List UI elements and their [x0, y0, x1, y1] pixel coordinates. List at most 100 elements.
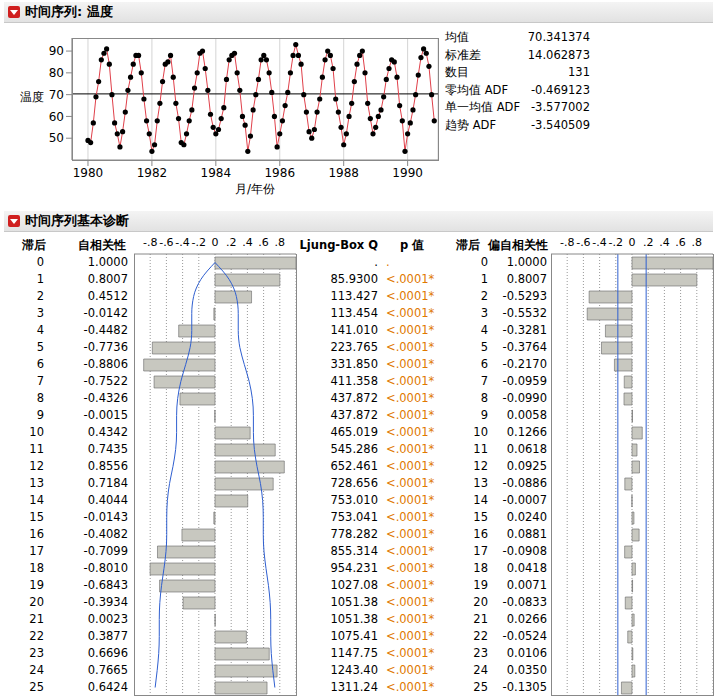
html-text:0.7665: 0.7665 [87, 663, 128, 677]
html-text:19: 19 [29, 578, 44, 592]
svg-text:-.8: -.8 [560, 237, 574, 249]
html-text:10: 10 [29, 425, 44, 439]
html-text:-0.7736: -0.7736 [83, 340, 128, 354]
html-text:21: 21 [29, 612, 44, 626]
html-text:-0.6843: -0.6843 [83, 578, 128, 592]
html-text:13: 13 [29, 476, 44, 490]
html-text:1.0000: 1.0000 [87, 255, 128, 269]
html-text:-0.469123: -0.469123 [531, 82, 590, 97]
svg-text:0: 0 [629, 237, 636, 249]
html-text:滞后: 滞后 [456, 238, 480, 252]
html-text:14.062873: 14.062873 [527, 47, 590, 62]
html-text:标准差: 标准差 [445, 47, 481, 62]
html-text:113.454: 113.454 [330, 306, 378, 320]
html-text:零均值 ADF: 零均值 ADF [445, 82, 508, 97]
svg-text:.4: .4 [659, 237, 670, 249]
svg-text:.6: .6 [258, 237, 269, 249]
html-text:自相关性: 自相关性 [78, 238, 126, 252]
html-text:单一均值 ADF: 单一均值 ADF [445, 100, 520, 114]
html-text:16: 16 [29, 527, 44, 541]
html-text:温度: 温度 [20, 90, 44, 104]
html-text:411.358: 411.358 [330, 374, 378, 388]
svg-text:60: 60 [49, 110, 64, 124]
html-text:0.3877: 0.3877 [87, 629, 128, 643]
html-text:24: 24 [29, 663, 44, 677]
html-text:0.6696: 0.6696 [87, 646, 128, 660]
html-text:p 值: p 值 [400, 238, 425, 252]
html-text:15: 15 [29, 510, 44, 524]
html-text:0.4512: 0.4512 [87, 289, 128, 303]
html-text:-0.7522: -0.7522 [83, 374, 128, 388]
html-text:131: 131 [568, 65, 590, 79]
html-text:223.765: 223.765 [330, 340, 378, 354]
svg-text:1990: 1990 [392, 166, 423, 180]
html-text:-0.4482: -0.4482 [83, 323, 128, 337]
svg-text:.8: .8 [692, 237, 703, 249]
html-text:-0.4326: -0.4326 [83, 391, 128, 405]
html-text:331.850: 331.850 [330, 357, 378, 371]
html-text:0.7184: 0.7184 [87, 476, 128, 490]
svg-text:.2: .2 [226, 237, 237, 249]
html-text:-3.577002: -3.577002 [531, 100, 590, 114]
svg-text:.8: .8 [275, 237, 286, 249]
html-text:时间序列: 温度: 时间序列: 温度 [25, 4, 113, 19]
svg-text:-.4: -.4 [175, 237, 189, 249]
html-text:0.8556: 0.8556 [87, 459, 128, 473]
svg-text:90: 90 [49, 44, 64, 58]
html-text:18: 18 [29, 561, 44, 575]
svg-text:.4: .4 [242, 237, 253, 249]
html-text:数目: 数目 [445, 65, 469, 79]
svg-text:1984: 1984 [201, 166, 232, 180]
html-text:均值: 均值 [445, 30, 469, 44]
html-text:85.9300: 85.9300 [330, 272, 378, 286]
html-text:12: 12 [29, 459, 44, 473]
svg-text:-.6: -.6 [159, 237, 173, 249]
html-text:月/年份: 月/年份 [235, 182, 275, 196]
svg-text:-.8: -.8 [143, 237, 157, 249]
html-text:0.7435: 0.7435 [87, 442, 128, 456]
svg-text:-.6: -.6 [576, 237, 590, 249]
svg-text:1980: 1980 [73, 166, 104, 180]
html-text:113.427: 113.427 [330, 289, 378, 303]
html-text:时间序列基本诊断: 时间序列基本诊断 [25, 213, 129, 228]
html-text:70.341374: 70.341374 [527, 30, 590, 44]
html-text:23: 23 [29, 646, 44, 660]
svg-text:1986: 1986 [264, 166, 295, 180]
html-text:-0.7099: -0.7099 [83, 544, 128, 558]
html-text:-0.8806: -0.8806 [83, 357, 128, 371]
html-text:0.0023: 0.0023 [87, 612, 128, 626]
svg-text:.2: .2 [643, 237, 654, 249]
svg-text:.6: .6 [675, 237, 686, 249]
html-text:17: 17 [29, 544, 44, 558]
svg-text:0: 0 [212, 237, 219, 249]
svg-text:70: 70 [49, 88, 64, 102]
html-text:-0.0015: -0.0015 [83, 408, 128, 422]
html-text:Ljung-Box Q: Ljung-Box Q [299, 238, 378, 252]
html-text:-0.3934: -0.3934 [83, 595, 128, 609]
html-text:-0.0142: -0.0142 [83, 306, 128, 320]
html-text:滞后: 滞后 [22, 238, 46, 252]
html-text:11: 11 [29, 442, 44, 456]
svg-text:-.2: -.2 [609, 237, 623, 249]
svg-text:1982: 1982 [137, 166, 168, 180]
svg-text:-.2: -.2 [192, 237, 206, 249]
svg-text:-.4: -.4 [592, 237, 606, 249]
html-text:-0.0143: -0.0143 [83, 510, 128, 524]
svg-text:50: 50 [49, 131, 64, 145]
html-text:-3.540509: -3.540509 [531, 117, 590, 132]
html-text:-0.4082: -0.4082 [83, 527, 128, 541]
html-text:141.010: 141.010 [330, 323, 378, 337]
svg-text:1988: 1988 [328, 166, 359, 180]
html-text:0.4044: 0.4044 [87, 493, 128, 507]
html-text:偏自相关性: 偏自相关性 [488, 238, 548, 252]
html-text:-0.8010: -0.8010 [83, 561, 128, 575]
html-text:0.8007: 0.8007 [87, 272, 128, 286]
html-text:22: 22 [29, 629, 44, 643]
html-text:0.4342: 0.4342 [87, 425, 128, 439]
html-text:趋势 ADF: 趋势 ADF [445, 117, 496, 132]
html-text:20: 20 [29, 595, 44, 609]
html-text:14: 14 [29, 493, 44, 507]
svg-text:80: 80 [49, 66, 64, 80]
html-text:0.6424: 0.6424 [87, 680, 128, 694]
html-text:25: 25 [29, 680, 44, 694]
